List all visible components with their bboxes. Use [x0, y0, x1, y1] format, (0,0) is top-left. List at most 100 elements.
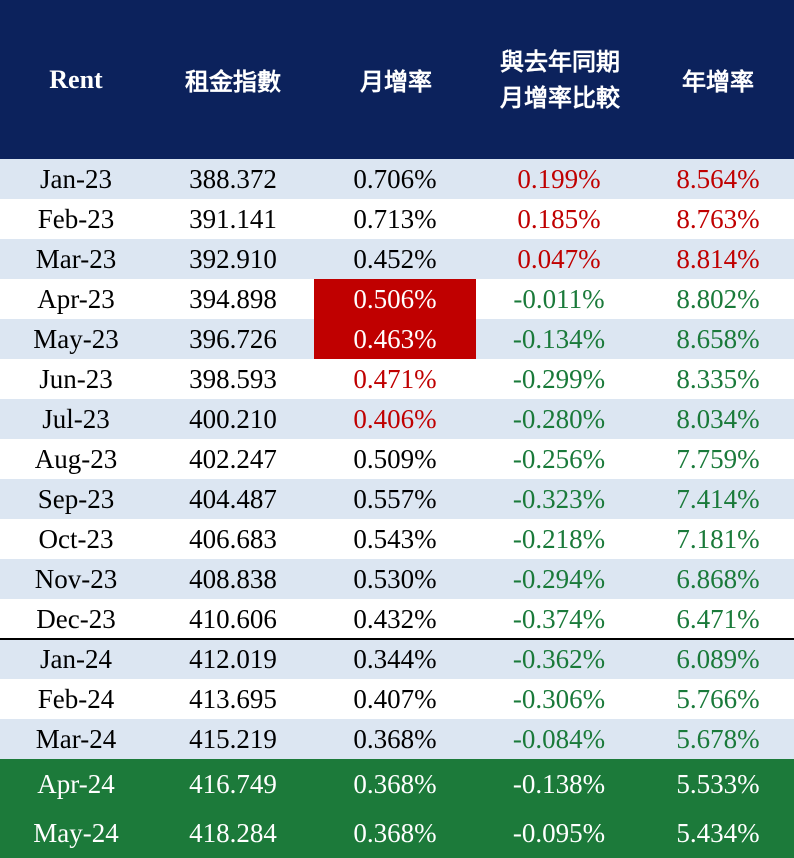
month-cell: May-23 [33, 323, 119, 354]
yoy-cell: 8.335% [676, 363, 760, 394]
index-cell: 408.838 [189, 563, 277, 594]
mom-cell: 0.368% [353, 723, 437, 754]
yoy-mom-diff-cell: -0.011% [513, 283, 605, 314]
yoy-mom-diff-cell: -0.374% [512, 603, 606, 634]
table-row: Apr-23 394.898 0.506% -0.011% 8.802% [0, 279, 794, 319]
table-row: Sep-23 404.487 0.557% -0.323% 7.414% [0, 479, 794, 519]
yoy-cell: 8.814% [676, 243, 760, 274]
yoy-mom-diff-cell: -0.138% [512, 768, 606, 799]
table-row: Oct-23 406.683 0.543% -0.218% 7.181% [0, 519, 794, 559]
index-cell: 388.372 [189, 163, 277, 194]
mom-cell: 0.713% [353, 203, 437, 234]
mom-cell: 0.471% [353, 363, 437, 394]
yoy-cell: 8.564% [676, 163, 760, 194]
yoy-cell: 5.766% [676, 683, 760, 714]
mom-cell: 0.543% [353, 523, 437, 554]
index-cell: 404.487 [189, 483, 277, 514]
header-rent: Rent [49, 64, 103, 94]
index-cell: 400.210 [189, 403, 277, 434]
mom-cell: 0.452% [353, 243, 437, 274]
table-row: Aug-23 402.247 0.509% -0.256% 7.759% [0, 439, 794, 479]
table-row-highlighted: Apr-24 416.749 0.368% -0.138% 5.533% [0, 759, 794, 809]
mom-cell-highlighted: 0.506% [314, 279, 476, 319]
month-cell: Jun-23 [39, 363, 113, 394]
yoy-cell: 6.868% [676, 563, 760, 594]
mom-cell: 0.407% [353, 683, 437, 714]
table-row: Jul-23 400.210 0.406% -0.280% 8.034% [0, 399, 794, 439]
month-cell: Jan-23 [40, 163, 112, 194]
month-cell: Mar-24 [35, 723, 117, 754]
yoy-cell: 8.034% [676, 403, 760, 434]
table-row: Nov-23 408.838 0.530% -0.294% 6.868% [0, 559, 794, 599]
mom-cell-highlighted: 0.463% [314, 319, 476, 359]
year-divider-line [0, 638, 794, 640]
table-row: Jan-23 388.372 0.706% 0.199% 8.564% [0, 159, 794, 199]
yoy-cell: 5.533% [676, 768, 760, 799]
index-cell: 418.284 [189, 818, 277, 848]
table-row: Jan-24 412.019 0.344% -0.362% 6.089% [0, 639, 794, 679]
month-cell: Apr-23 [37, 283, 115, 314]
mom-cell: 0.530% [353, 563, 437, 594]
mom-cell: 0.509% [353, 443, 437, 474]
index-cell: 415.219 [189, 723, 277, 754]
month-cell: Sep-23 [37, 483, 115, 514]
month-cell: Feb-23 [37, 203, 115, 234]
mom-cell: 0.432% [353, 603, 437, 634]
index-cell: 391.141 [189, 203, 277, 234]
yoy-mom-diff-cell: 0.047% [517, 243, 601, 274]
mom-cell: 0.557% [353, 483, 437, 514]
month-cell: Mar-23 [35, 243, 117, 274]
yoy-cell: 7.181% [676, 523, 760, 554]
mom-cell: 0.344% [353, 643, 437, 674]
yoy-mom-diff-cell: -0.084% [512, 723, 606, 754]
yoy-mom-diff-cell: -0.280% [512, 403, 606, 434]
yoy-mom-diff-cell: -0.256% [512, 443, 606, 474]
index-cell: 394.898 [189, 283, 277, 314]
table-row: Feb-24 413.695 0.407% -0.306% 5.766% [0, 679, 794, 719]
table-row: Jun-23 398.593 0.471% -0.299% 8.335% [0, 359, 794, 399]
yoy-mom-diff-cell: -0.299% [512, 363, 606, 394]
yoy-cell: 5.678% [676, 723, 760, 754]
yoy-mom-diff-cell: -0.306% [512, 683, 606, 714]
index-cell: 406.683 [189, 523, 277, 554]
index-cell: 412.019 [189, 643, 277, 674]
yoy-cell: 7.759% [676, 443, 760, 474]
table-row: Mar-24 415.219 0.368% -0.084% 5.678% [0, 719, 794, 759]
yoy-mom-diff-cell: -0.134% [512, 323, 606, 354]
yoy-mom-diff-cell: 0.199% [517, 163, 601, 194]
month-cell: Dec-23 [36, 603, 116, 634]
table-row: May-23 396.726 0.463% -0.134% 8.658% [0, 319, 794, 359]
mom-cell: 0.368% [353, 818, 437, 848]
mom-cell: 0.406% [353, 403, 437, 434]
header-yoy-mom-line2: 月增率比較 [500, 82, 620, 112]
month-cell: Oct-23 [38, 523, 114, 554]
table-header: Rent 租金指數 月增率 與去年同期 月增率比較 年增率 [0, 0, 794, 159]
yoy-mom-diff-cell: -0.323% [512, 483, 606, 514]
mom-cell: 0.368% [353, 768, 437, 799]
yoy-mom-diff-cell: -0.095% [512, 818, 606, 848]
yoy-mom-diff-cell: -0.294% [512, 563, 606, 594]
month-cell: Feb-24 [37, 683, 115, 714]
header-yoy-mom-comparison: 與去年同期 月增率比較 [478, 0, 642, 159]
month-cell: Jul-23 [42, 403, 110, 434]
table-row: Mar-23 392.910 0.452% 0.047% 8.814% [0, 239, 794, 279]
month-cell: Nov-23 [34, 563, 118, 594]
yoy-cell: 7.414% [676, 483, 760, 514]
index-cell: 402.247 [189, 443, 277, 474]
header-rent-index: 租金指數 [185, 67, 281, 96]
yoy-cell: 8.658% [676, 323, 760, 354]
header-yoy-mom-line1: 與去年同期 [500, 46, 620, 76]
yoy-cell: 5.434% [676, 818, 760, 848]
mom-cell: 0.706% [353, 163, 437, 194]
month-cell: Apr-24 [37, 768, 115, 799]
index-cell: 413.695 [189, 683, 277, 714]
header-mom-rate: 月增率 [360, 67, 432, 96]
index-cell: 398.593 [189, 363, 277, 394]
table-row: Dec-23 410.606 0.432% -0.374% 6.471% [0, 599, 794, 639]
index-cell: 392.910 [189, 243, 277, 274]
index-cell: 410.606 [189, 603, 277, 634]
yoy-mom-diff-cell: 0.185% [517, 203, 601, 234]
table-row: Feb-23 391.141 0.713% 0.185% 8.763% [0, 199, 794, 239]
yoy-cell: 8.763% [676, 203, 760, 234]
header-yoy-rate: 年增率 [682, 67, 754, 96]
